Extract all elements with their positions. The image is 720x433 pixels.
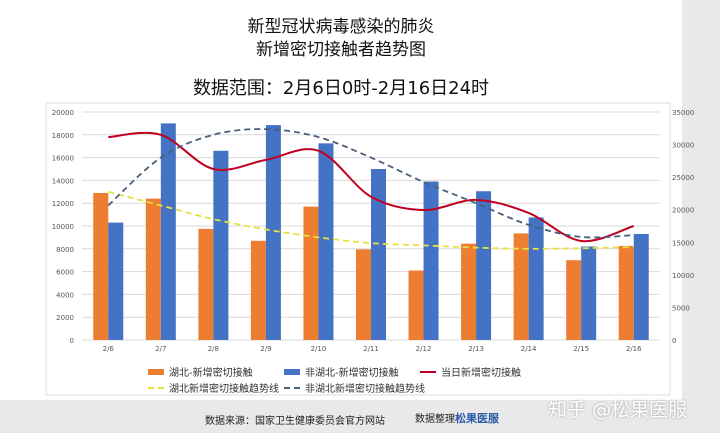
legend-item-non-hubei-trend: 非湖北新增密切接触趋势线 (284, 380, 425, 395)
bar-hubei (356, 249, 371, 340)
left-tick-label: 8000 (56, 246, 74, 254)
x-tick-label: 2/16 (626, 345, 642, 353)
right-tick-label: 5000 (672, 304, 690, 312)
x-tick-label: 2/9 (260, 345, 271, 353)
bar-hubei (250, 240, 266, 340)
bar-hubei (408, 270, 424, 340)
x-tick-label: 2/12 (416, 345, 432, 353)
bar-non-hubei (476, 191, 492, 340)
combo-chart: 0 2000 4000 6000 8000 10000 12000 14000 16000 180… (45, 102, 694, 396)
line-daily (108, 131, 635, 243)
bar-hubei (618, 245, 634, 340)
chart-subtitle: 数据范围：2月6日0时-2月16日24时 (192, 78, 490, 99)
legend-item-hubei: 湖北-新增密切接触 (148, 364, 253, 379)
right-tick-label: 20000 (672, 207, 694, 215)
bar-hubei (145, 198, 161, 340)
legend-item-non-hubei: 非湖北-新增密切接触 (284, 364, 399, 379)
chart-title-line2: 新增密切接触者趋势图 (256, 40, 426, 60)
x-tick-label: 2/11 (363, 345, 379, 353)
x-tick-label: 2/10 (311, 345, 327, 353)
bar-non-hubei (265, 125, 281, 340)
bar-non-hubei (371, 169, 386, 340)
data-organizer: 数据整理松果医服 (415, 412, 499, 425)
data-source: 数据来源：国家卫生健康委员会官方网站 (205, 416, 385, 427)
right-tick-label: 35000 (672, 109, 694, 117)
left-tick-label: 14000 (52, 177, 74, 185)
left-tick-label: 18000 (52, 132, 74, 140)
watermark: 知乎 @松果医服 (548, 399, 688, 421)
x-tick-label: 2/14 (521, 345, 537, 353)
legend-item-daily: 当日新增密切接触 (420, 364, 521, 379)
right-tick-label: 10000 (672, 272, 694, 280)
bar-hubei (198, 228, 214, 340)
right-tick-label: 25000 (672, 174, 694, 182)
right-tick-label: 30000 (672, 142, 694, 150)
legend-item-hubei-trend: 湖北新增密切接触趋势线 (148, 380, 279, 395)
organizer-logo: 松果医服 (455, 412, 499, 425)
right-tick-label: 0 (672, 337, 676, 345)
x-tick-label: 2/7 (155, 345, 166, 353)
bar-hubei (566, 260, 582, 340)
right-tick-label: 15000 (672, 239, 694, 247)
left-tick-label: 20000 (52, 109, 74, 117)
left-tick-label: 0 (70, 337, 74, 345)
left-tick-label: 2000 (56, 314, 74, 322)
bar-non-hubei (108, 222, 124, 340)
left-tick-label: 4000 (56, 291, 74, 299)
bar-hubei (303, 206, 319, 340)
trend-line-non-hubei (107, 128, 634, 239)
bar-non-hubei (581, 246, 597, 340)
left-tick-label: 10000 (52, 223, 74, 231)
x-tick-label: 2/6 (103, 345, 115, 353)
left-tick-label: 6000 (56, 269, 74, 277)
bar-non-hubei (160, 123, 176, 341)
left-tick-label: 12000 (52, 200, 74, 208)
x-tick-label: 2/13 (468, 345, 484, 353)
bar-non-hubei (423, 181, 439, 340)
x-tick-label: 2/15 (573, 345, 589, 353)
trend-line-hubei (108, 190, 634, 250)
bar-hubei (93, 192, 109, 340)
bar-non-hubei (213, 150, 229, 340)
bar-non-hubei (633, 233, 649, 340)
bar-hubei (461, 243, 477, 340)
bar-non-hubei (318, 143, 334, 340)
x-tick-label: 2/8 (208, 345, 219, 353)
chart-title: 新型冠状病毒感染的肺炎 (247, 17, 435, 37)
bar-non-hubei (528, 217, 544, 340)
plot-frame (45, 102, 671, 396)
bar-hubei (513, 233, 529, 340)
left-tick-label: 16000 (52, 155, 74, 163)
